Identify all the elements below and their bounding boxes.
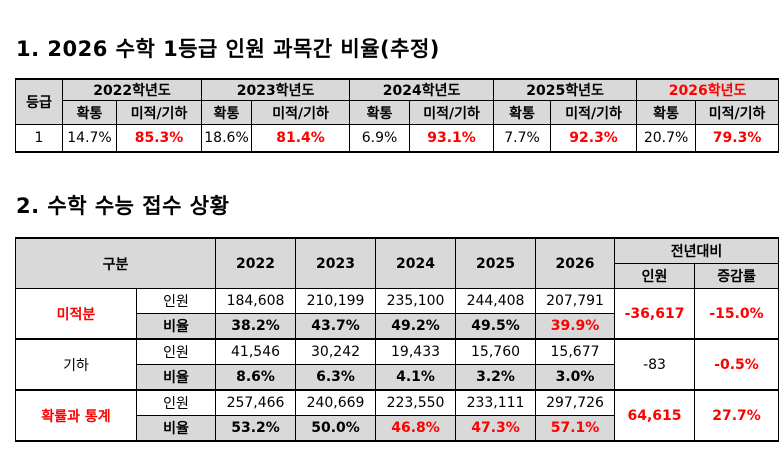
count-cell: 19,433 xyxy=(375,338,457,365)
year-header: 2025학년도 xyxy=(493,78,638,101)
ratio-cell: 49.2% xyxy=(375,313,457,340)
ratio-label: 비율 xyxy=(135,364,217,391)
calc-geo-ratio-cell: 79.3% xyxy=(695,124,780,152)
calc-geo-ratio-cell: 93.1% xyxy=(409,124,495,152)
count-label: 인원 xyxy=(135,338,217,365)
stats-ratio-cell: 6.9% xyxy=(349,124,411,152)
grade-cell: 1 xyxy=(15,124,63,152)
count-cell: 244,408 xyxy=(455,288,537,314)
subject-name: 기하 xyxy=(15,338,137,391)
section-title-2: 2. 수학 수능 접수 상황 xyxy=(16,194,230,218)
grade-header: 등급 xyxy=(15,78,63,125)
year-header: 2022학년도 xyxy=(61,78,203,101)
ratio-cell: 57.1% xyxy=(535,415,616,442)
yoy-count: -36,617 xyxy=(614,288,696,340)
yoy-rate: -15.0% xyxy=(694,288,780,340)
count-cell: 240,669 xyxy=(295,389,377,416)
yoy-count-header: 인원 xyxy=(614,263,696,289)
sub-header-calc-geo: 미적/기하 xyxy=(115,100,203,125)
year-header: 2022 xyxy=(215,237,297,289)
sub-header-calc-geo: 미적/기하 xyxy=(695,100,780,125)
ratio-cell: 3.2% xyxy=(455,364,537,391)
yoy-count: -83 xyxy=(614,338,696,391)
year-header: 2026 xyxy=(535,237,616,289)
ratio-label: 비율 xyxy=(135,313,217,340)
count-cell: 210,199 xyxy=(295,288,377,314)
stats-ratio-cell: 20.7% xyxy=(636,124,697,152)
yoy-rate: -0.5% xyxy=(694,338,780,391)
count-cell: 41,546 xyxy=(215,338,297,365)
count-cell: 15,677 xyxy=(535,338,616,365)
table-row: 비율 38.2% 43.7% 49.2% 49.5% 39.9% xyxy=(16,313,779,340)
year-header: 2024 xyxy=(375,237,457,289)
sub-header-calc-geo: 미적/기하 xyxy=(550,100,638,125)
stats-ratio-cell: 7.7% xyxy=(493,124,552,152)
count-cell: 223,550 xyxy=(375,389,457,416)
count-cell: 297,726 xyxy=(535,389,616,416)
registration-table: 구분 2022 2023 2024 2025 2026 전년대비 인원 증감률 … xyxy=(14,237,780,442)
subject-name: 확률과 통계 xyxy=(15,389,137,442)
sub-header-calc-geo: 미적/기하 xyxy=(409,100,495,125)
year-header: 2023학년도 xyxy=(201,78,351,101)
sub-header-stats: 확통 xyxy=(493,100,552,125)
yoy-count: 64,615 xyxy=(614,389,696,442)
table-row: 비율 53.2% 50.0% 46.8% 47.3% 57.1% xyxy=(16,415,779,442)
ratio-cell: 4.1% xyxy=(375,364,457,391)
count-cell: 235,100 xyxy=(375,288,457,314)
sub-header-stats: 확통 xyxy=(62,100,117,125)
count-cell: 233,111 xyxy=(455,389,537,416)
ratio-cell: 3.0% xyxy=(535,364,616,391)
sub-header-stats: 확통 xyxy=(349,100,411,125)
sub-header-calc-geo: 미적/기하 xyxy=(251,100,351,125)
yoy-header: 전년대비 xyxy=(614,237,780,264)
calc-geo-ratio-cell: 81.4% xyxy=(251,124,351,152)
year-header: 2025 xyxy=(455,237,537,289)
count-cell: 15,760 xyxy=(455,338,537,365)
subject-name: 미적분 xyxy=(15,288,137,340)
ratio-cell: 53.2% xyxy=(215,415,297,442)
table-row: 비율 8.6% 6.3% 4.1% 3.2% 3.0% xyxy=(16,364,779,391)
ratio-cell: 43.7% xyxy=(295,313,377,340)
count-label: 인원 xyxy=(135,389,217,416)
table-row: 미적분 인원 184,608 210,199 235,100 244,408 207,791… xyxy=(15,288,780,340)
count-cell: 257,466 xyxy=(215,389,297,416)
sub-header-stats: 확통 xyxy=(636,100,697,125)
ratio-cell: 47.3% xyxy=(455,415,537,442)
stats-ratio-cell: 14.7% xyxy=(62,124,117,152)
yoy-rate: 27.7% xyxy=(694,389,780,442)
ratio-cell: 38.2% xyxy=(215,313,297,340)
stats-ratio-cell: 18.6% xyxy=(201,124,253,152)
sub-header-stats: 확통 xyxy=(201,100,253,125)
year-header: 2023 xyxy=(295,237,377,289)
count-cell: 184,608 xyxy=(215,288,297,314)
ratio-cell: 6.3% xyxy=(295,364,377,391)
count-cell: 30,242 xyxy=(295,338,377,365)
table-row: 기하 인원 41,546 30,242 19,433 15,760 15,677 -83 -0.… xyxy=(15,338,780,391)
count-label: 인원 xyxy=(135,288,217,314)
ratio-cell: 8.6% xyxy=(215,364,297,391)
grade1-ratio-table: 등급 2022학년도 2023학년도 2024학년도 2025학년도 2026학… xyxy=(15,78,780,153)
year-header: 2026학년도 xyxy=(636,78,780,101)
count-cell: 207,791 xyxy=(535,288,616,314)
calc-geo-ratio-cell: 85.3% xyxy=(115,124,203,152)
calc-geo-ratio-cell: 92.3% xyxy=(550,124,638,152)
yoy-rate-header: 증감률 xyxy=(694,263,780,289)
category-header: 구분 xyxy=(14,237,217,289)
table-row: 확률과 통계 인원 257,466 240,669 223,550 233,111 297,… xyxy=(15,389,780,442)
section-title-1: 1. 2026 수학 1등급 인원 과목간 비율(추정) xyxy=(16,37,440,61)
ratio-cell: 46.8% xyxy=(375,415,457,442)
year-header: 2024학년도 xyxy=(349,78,495,101)
ratio-cell: 50.0% xyxy=(295,415,377,442)
ratio-label: 비율 xyxy=(135,415,217,442)
ratio-cell: 49.5% xyxy=(455,313,537,340)
ratio-cell: 39.9% xyxy=(535,313,616,340)
